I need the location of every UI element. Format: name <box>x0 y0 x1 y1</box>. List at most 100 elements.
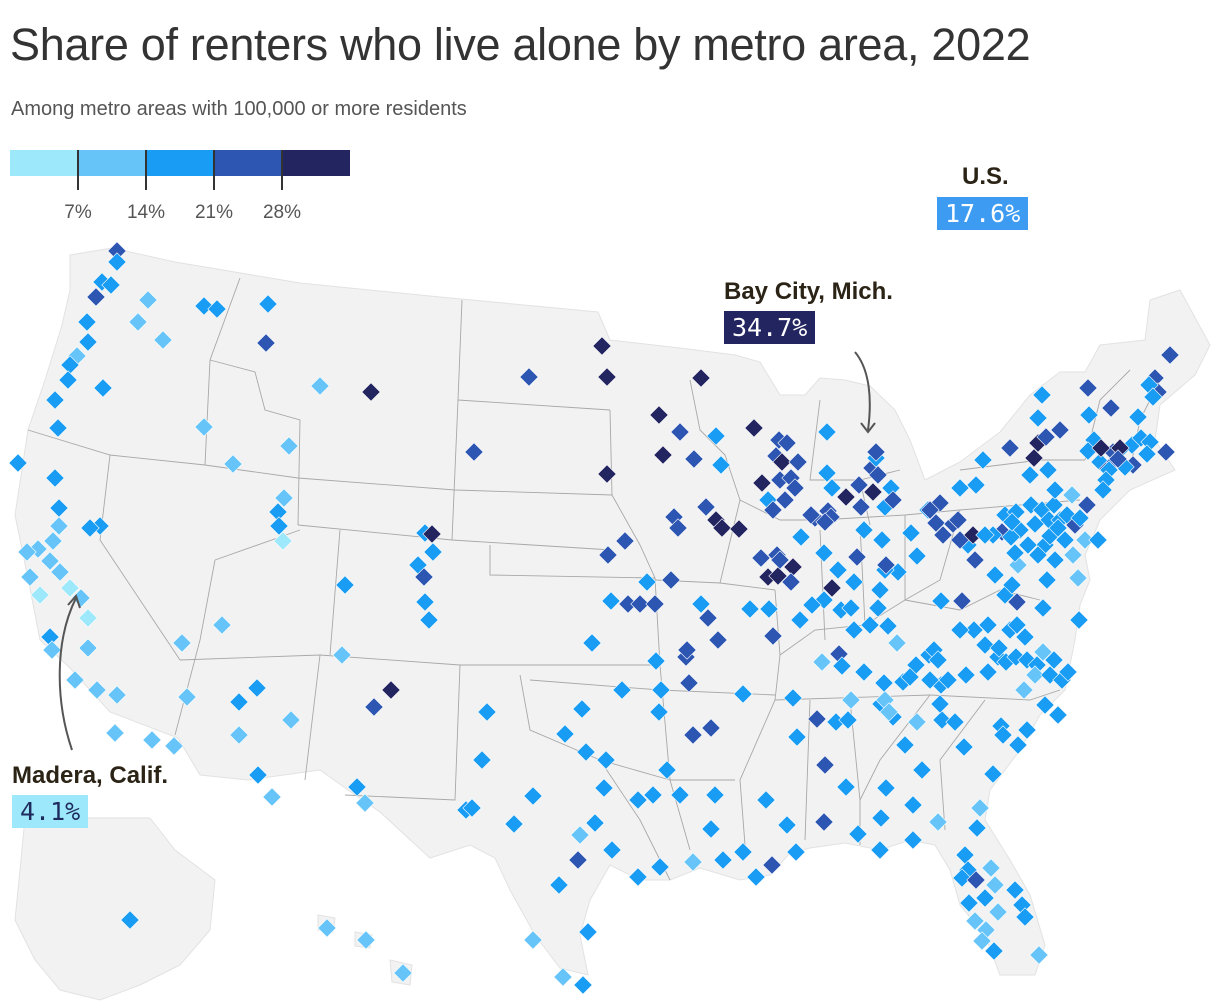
metro-marker <box>901 523 921 543</box>
metro-marker <box>273 531 293 551</box>
metro-marker <box>317 918 337 938</box>
legend-tick-4 <box>281 150 283 190</box>
metro-marker <box>164 736 184 756</box>
metro-marker <box>229 725 249 745</box>
legend-tick-label: 14% <box>126 202 166 223</box>
metro-marker <box>172 633 192 653</box>
metro-marker <box>817 463 837 483</box>
metro-marker <box>938 670 958 690</box>
metro-marker <box>931 591 951 611</box>
metro-marker <box>1075 530 1095 550</box>
metro-marker <box>597 464 617 484</box>
legend-swatch-1 <box>10 150 78 176</box>
metro-marker <box>585 813 605 833</box>
metro-marker <box>128 312 148 332</box>
metro-marker <box>854 520 874 540</box>
metro-marker <box>1143 387 1163 407</box>
metro-marker <box>945 712 965 732</box>
metro-marker <box>1001 527 1021 547</box>
metro-marker <box>268 502 288 522</box>
metro-marker <box>472 750 492 770</box>
metro-marker <box>713 850 733 870</box>
metro-marker <box>920 670 940 690</box>
metro-marker <box>601 591 621 611</box>
metro-marker <box>628 790 648 810</box>
metro-marker <box>1063 545 1083 565</box>
metro-marker <box>630 594 650 614</box>
legend-tick-1 <box>77 150 79 190</box>
metro-marker <box>60 355 80 375</box>
metro-marker <box>814 812 834 832</box>
metro-marker <box>903 830 923 850</box>
metro-marker <box>77 312 97 332</box>
metro-marker <box>592 336 612 356</box>
metro-marker <box>770 550 790 570</box>
metro-marker <box>628 867 648 887</box>
metro-marker <box>582 633 602 653</box>
metro-marker <box>1093 480 1113 500</box>
metro-marker <box>851 497 871 517</box>
metro-marker <box>788 452 808 472</box>
metro-marker <box>701 718 721 738</box>
metro-marker <box>972 931 992 951</box>
metro-marker <box>45 390 65 410</box>
metro-marker <box>759 599 779 619</box>
metro-marker <box>646 651 666 671</box>
metro-marker <box>1007 592 1027 612</box>
metro-marker <box>1044 650 1064 670</box>
metro-marker <box>965 911 985 931</box>
metro-marker <box>684 449 704 469</box>
metro-marker <box>618 594 638 614</box>
metro-marker <box>45 468 65 488</box>
metro-marker <box>822 578 842 598</box>
metro-marker <box>783 688 803 708</box>
metro-marker <box>1069 610 1089 630</box>
metro-marker <box>763 626 783 646</box>
metro-marker <box>1070 508 1090 528</box>
metro-marker <box>950 478 970 498</box>
metro-marker <box>71 588 91 608</box>
metro-marker <box>657 760 677 780</box>
metro-marker <box>815 755 835 775</box>
metro-marker <box>1032 385 1052 405</box>
legend-tick-label: 21% <box>194 202 234 223</box>
metro-marker <box>847 547 867 567</box>
metro-marker <box>841 598 861 618</box>
metro-marker <box>907 712 927 732</box>
metro-marker <box>701 819 721 839</box>
metro-marker <box>868 598 888 618</box>
metro-marker <box>78 332 98 352</box>
metro-marker <box>279 436 299 456</box>
metro-marker <box>1018 535 1038 555</box>
metro-marker <box>361 382 381 402</box>
metro-marker <box>1015 907 1035 927</box>
metro-marker <box>768 566 788 586</box>
metro-marker <box>101 275 121 295</box>
metro-marker <box>744 418 764 438</box>
metro-marker <box>881 478 901 498</box>
metro-marker <box>844 572 864 592</box>
metro-marker <box>926 513 946 533</box>
metro-marker <box>1128 407 1148 427</box>
bay-city-arrow <box>854 351 871 431</box>
metro-marker <box>975 525 995 545</box>
metro-marker <box>576 742 596 762</box>
metro-marker <box>903 795 923 815</box>
metro-marker <box>959 893 979 913</box>
metro-marker <box>649 405 669 425</box>
metro-marker <box>956 665 976 685</box>
metro-marker <box>786 842 806 862</box>
metro-marker <box>1033 642 1053 662</box>
metro-marker <box>1015 627 1035 647</box>
metro-marker <box>668 518 688 538</box>
metro-marker <box>751 548 771 568</box>
metro-marker <box>649 702 669 722</box>
metro-marker <box>356 930 376 950</box>
metro-marker <box>194 296 214 316</box>
metro-marker <box>578 922 598 942</box>
metro-marker <box>876 555 896 575</box>
metro-marker <box>838 710 858 730</box>
metro-marker <box>691 368 711 388</box>
metro-marker <box>48 418 68 438</box>
metro-marker <box>868 465 888 485</box>
